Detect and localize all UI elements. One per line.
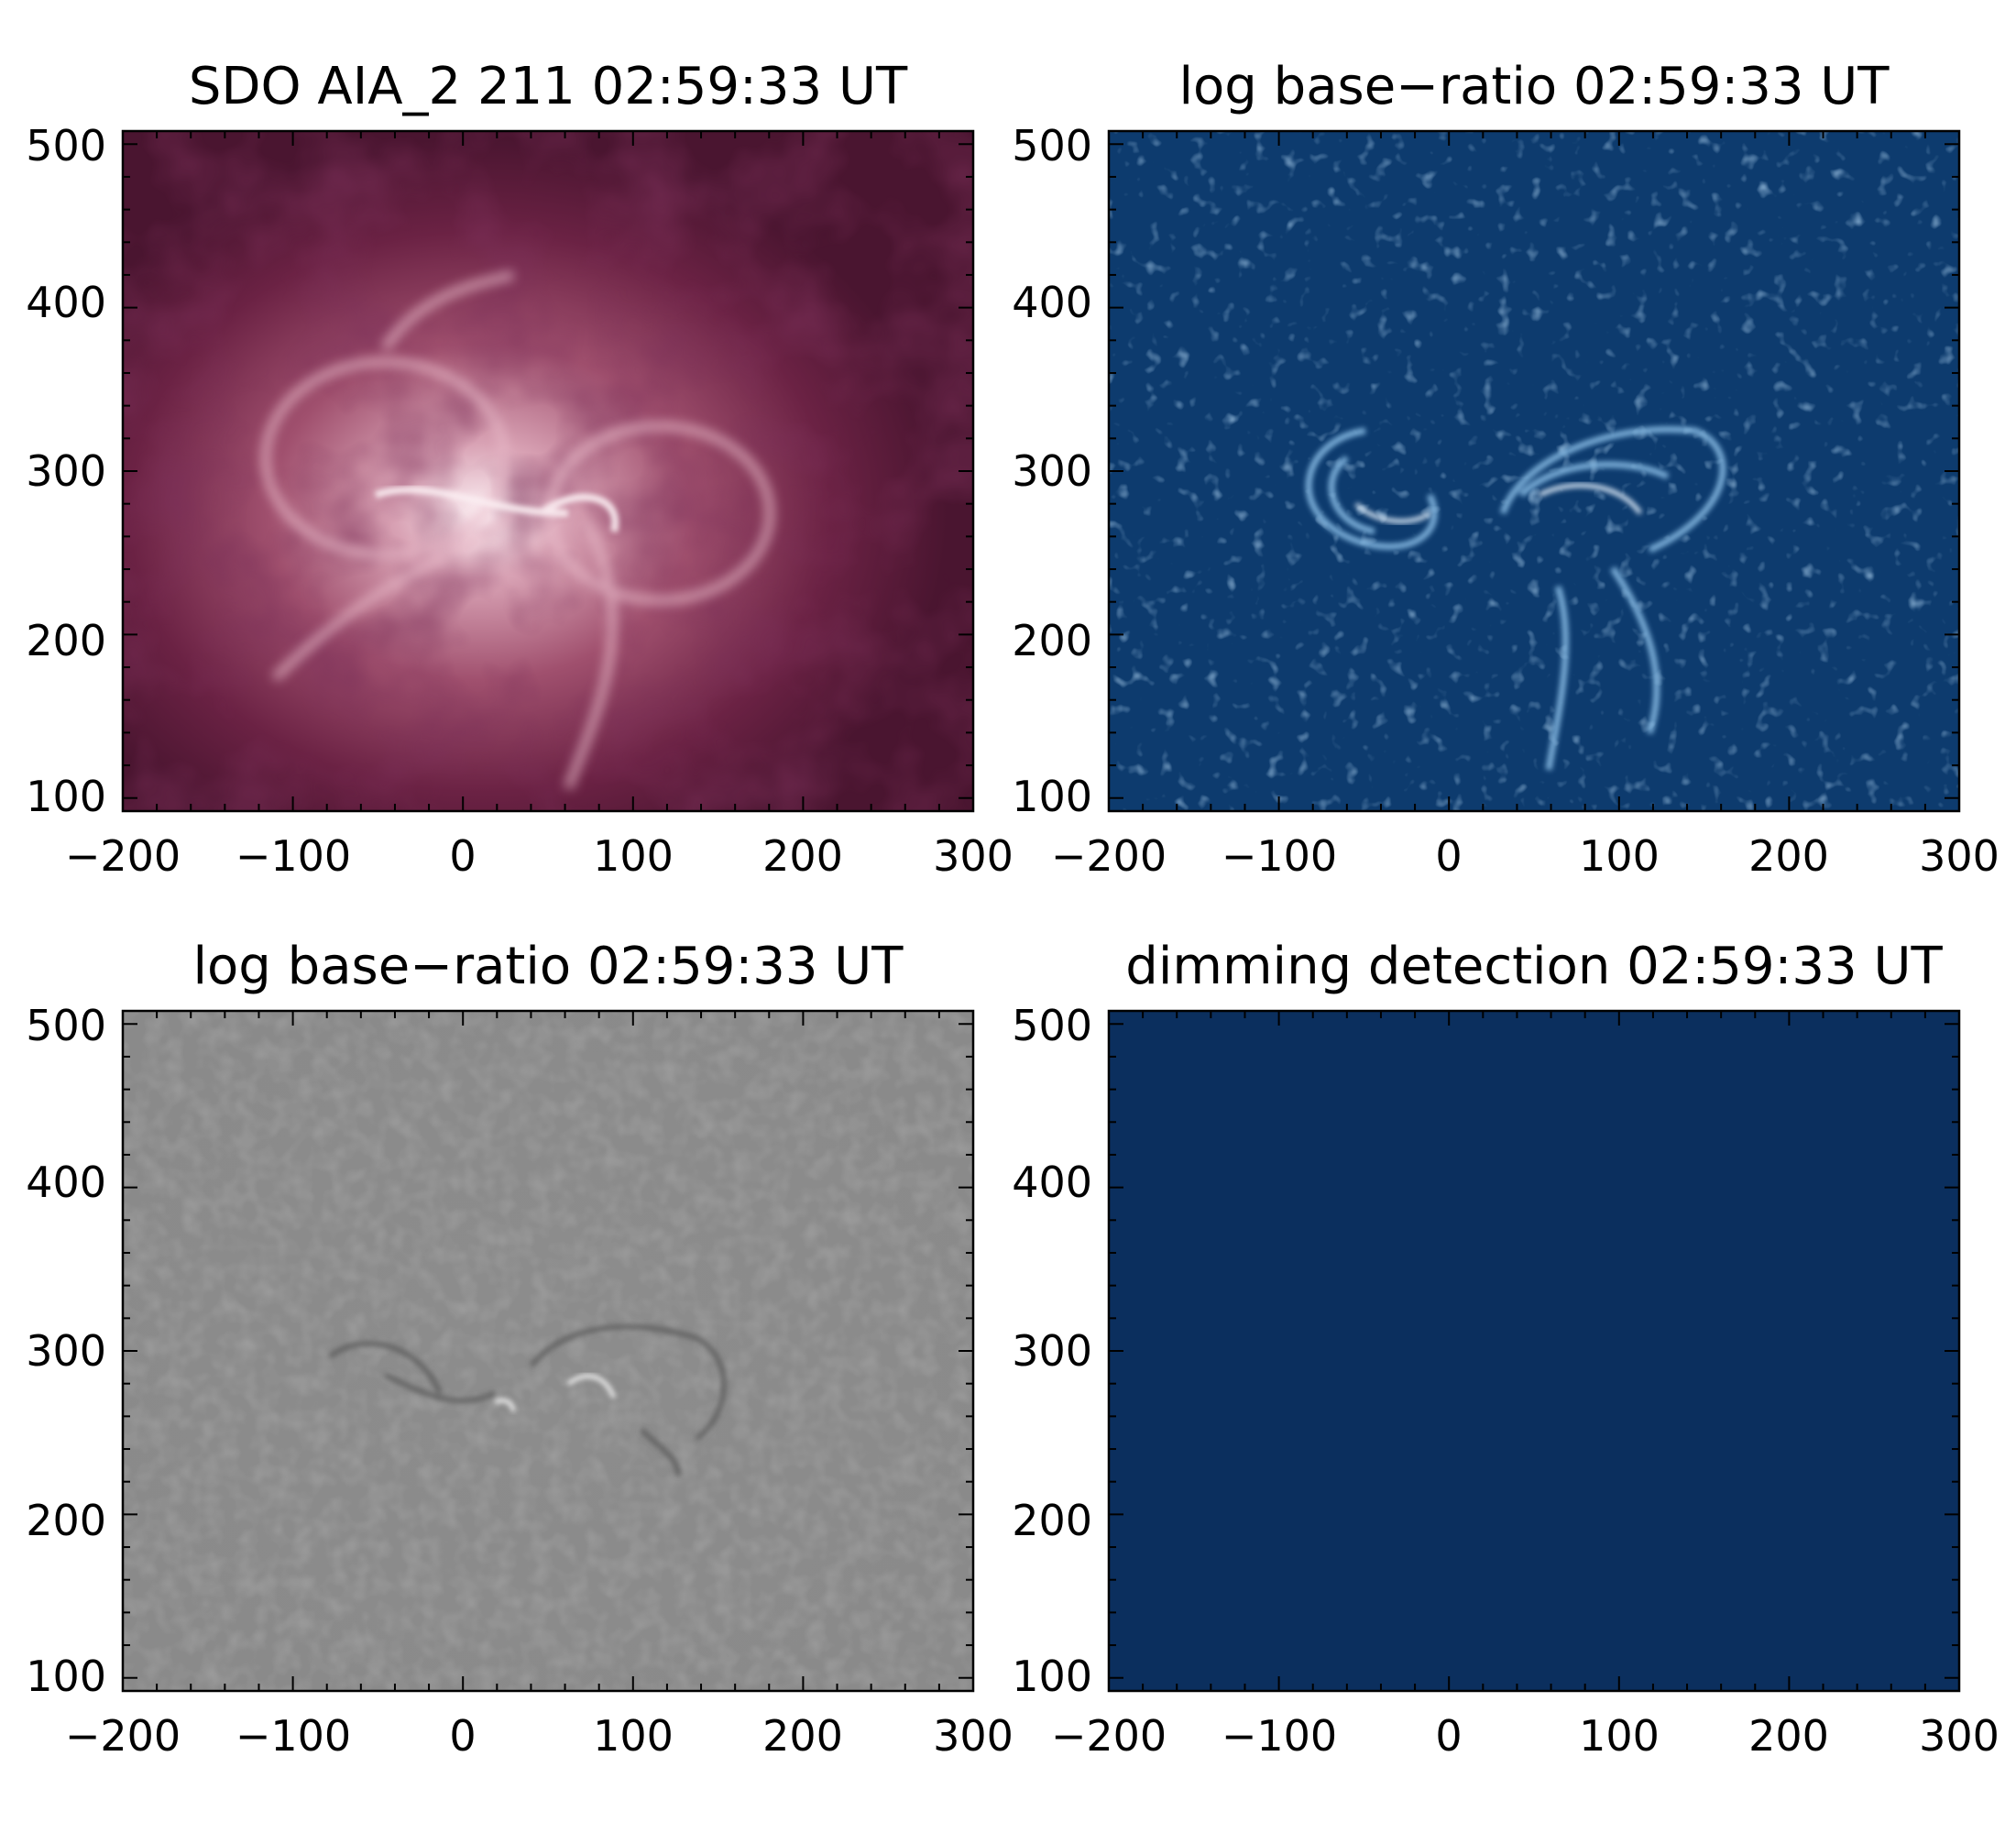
panel-ratio-blue: log base−ratio 02:59:33 UT −200 −100 0 1… [1012, 57, 2000, 881]
y-tick-label: 100 [1012, 772, 1092, 821]
y-tick-label: 300 [26, 1326, 106, 1376]
x-tick-label: −200 [65, 831, 181, 881]
x-tick-label: 100 [593, 831, 674, 881]
y-tick-label: 400 [26, 1158, 106, 1207]
x-tick-labels: −200 −100 0 100 200 300 [1051, 1711, 2000, 1761]
y-tick-label: 500 [1012, 1001, 1092, 1050]
y-tick-label: 200 [1012, 616, 1092, 665]
dimming-mask [1109, 1011, 1959, 1691]
x-tick-label: 100 [1579, 1711, 1660, 1761]
y-tick-label: 400 [26, 278, 106, 327]
x-tick-label: 0 [449, 831, 476, 881]
x-tick-label: 0 [449, 1711, 476, 1761]
x-tick-label: −100 [1222, 831, 1337, 881]
y-tick-label: 500 [26, 121, 106, 170]
y-tick-label: 400 [1012, 1158, 1092, 1207]
x-tick-label: −200 [1051, 1711, 1167, 1761]
x-tick-labels: −200 −100 0 100 200 300 [1051, 831, 2000, 881]
y-tick-label: 300 [1012, 1326, 1092, 1376]
x-tick-label: 300 [933, 831, 1013, 881]
axis-tick-marks [122, 131, 1960, 1691]
ratio-map-blue [1109, 131, 1959, 811]
y-tick-label: 100 [26, 772, 106, 821]
x-tick-label: 200 [1748, 831, 1829, 881]
x-tick-label: 300 [1919, 1711, 2000, 1761]
panel-title: dimming detection 02:59:33 UT [1125, 937, 1943, 996]
panel-ratio-gray: log base−ratio 02:59:33 UT −200 −100 0 1… [26, 937, 1013, 1761]
y-tick-label: 500 [26, 1001, 106, 1050]
y-tick-label: 100 [26, 1652, 106, 1701]
y-tick-labels: 500 400 300 200 100 [1012, 121, 1092, 821]
euv-image-211 [123, 131, 973, 811]
x-tick-label: −200 [1051, 831, 1167, 881]
panel-title: SDO AIA_2 211 02:59:33 UT [189, 57, 908, 116]
y-tick-labels: 500 400 300 200 100 [26, 121, 106, 821]
y-tick-label: 400 [1012, 278, 1092, 327]
x-tick-label: 0 [1435, 831, 1462, 881]
x-tick-label: −100 [236, 831, 351, 881]
x-tick-label: 300 [1919, 831, 2000, 881]
x-tick-labels: −200 −100 0 100 200 300 [65, 831, 1013, 881]
y-tick-label: 100 [1012, 1652, 1092, 1701]
x-tick-label: 200 [762, 1711, 843, 1761]
x-tick-label: 100 [1579, 831, 1660, 881]
panel-title: log base−ratio 02:59:33 UT [192, 937, 904, 996]
y-tick-labels: 500 400 300 200 100 [26, 1001, 106, 1701]
x-tick-labels: −200 −100 0 100 200 300 [65, 1711, 1013, 1761]
x-tick-label: 100 [593, 1711, 674, 1761]
y-tick-label: 500 [1012, 121, 1092, 170]
y-tick-label: 300 [26, 446, 106, 496]
y-tick-label: 200 [1012, 1496, 1092, 1545]
y-tick-label: 200 [26, 1496, 106, 1545]
ratio-map-gray [123, 1011, 973, 1691]
x-tick-label: 300 [933, 1711, 1013, 1761]
x-tick-label: 200 [762, 831, 843, 881]
x-tick-label: −200 [65, 1711, 181, 1761]
panel-title: log base−ratio 02:59:33 UT [1178, 57, 1890, 116]
x-tick-label: 0 [1435, 1711, 1462, 1761]
x-tick-label: −100 [1222, 1711, 1337, 1761]
panel-dimming-detection: dimming detection 02:59:33 UT −200 −100 … [1012, 937, 2000, 1761]
panel-euv-211: SDO AIA_2 211 02:59:33 UT −200 −100 0 10… [26, 57, 1013, 881]
x-tick-label: −100 [236, 1711, 351, 1761]
y-tick-label: 300 [1012, 446, 1092, 496]
y-tick-labels: 500 400 300 200 100 [1012, 1001, 1092, 1701]
x-tick-label: 200 [1748, 1711, 1829, 1761]
y-tick-label: 200 [26, 616, 106, 665]
